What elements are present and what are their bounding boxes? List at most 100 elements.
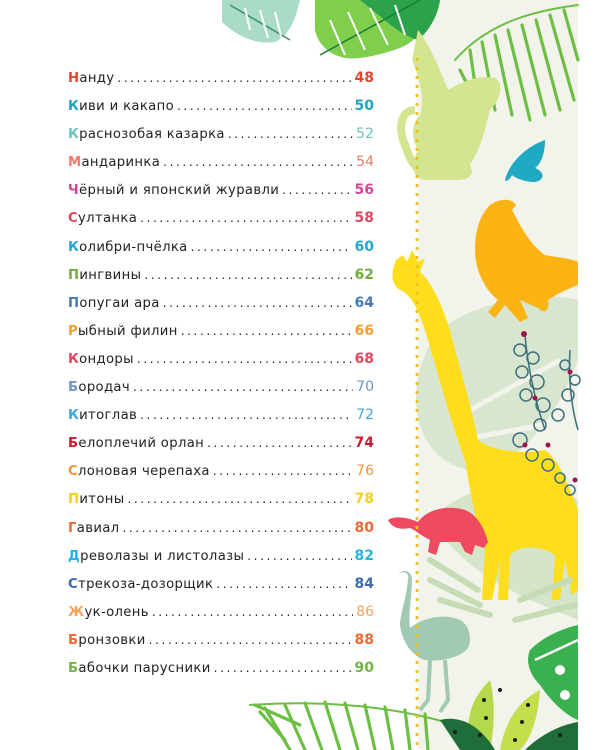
toc-leader-dots <box>216 577 351 591</box>
toc-entry-title: ёрный и японский журавли <box>79 183 280 199</box>
toc-page-number: 78 <box>354 491 374 508</box>
toc-entry-initial: Д <box>68 548 81 564</box>
toc-entry-initial: П <box>68 295 80 311</box>
toc-entry-title: иви и какапо <box>79 99 174 115</box>
toc-entry-initial: П <box>68 267 80 283</box>
toc-entry-initial: Р <box>68 323 79 339</box>
toc-entry-title: ронзовки <box>78 632 146 648</box>
toc-entry-title: трекоза-дозорщик <box>78 576 214 592</box>
toc-page-number: 74 <box>354 435 374 452</box>
toc-page-number: 72 <box>356 407 374 424</box>
toc-entry-initial: К <box>68 127 80 143</box>
toc-page-number: 48 <box>354 70 374 86</box>
toc-page-number: 60 <box>354 238 374 255</box>
toc-entry[interactable]: Жук-олень 86 <box>68 604 374 632</box>
toc-entry-title: раснозобая казарка <box>79 127 225 143</box>
toc-entry-initial: Б <box>68 436 79 452</box>
toc-page-number: 82 <box>354 547 374 564</box>
toc-entry-initial: С <box>68 576 79 592</box>
monstera-leaf-icon <box>222 0 440 59</box>
toc-page-number: 62 <box>354 266 374 283</box>
toc-page-number: 80 <box>354 519 374 536</box>
toc-entry-title: итоглав <box>79 408 138 424</box>
toc-page-number: 50 <box>354 98 374 115</box>
toc-page-number: 52 <box>356 126 374 143</box>
toc-leader-dots <box>128 492 352 506</box>
toc-entry-title: опугаи ара <box>79 295 160 311</box>
toc-page-number: 58 <box>354 210 374 227</box>
toc-page-number: 68 <box>354 350 374 367</box>
toc-leader-dots <box>163 155 353 169</box>
toc-entry-title: револазы и листолазы <box>80 548 245 564</box>
toc-entry-title: ултанка <box>78 211 138 227</box>
toc-leader-dots <box>137 352 352 366</box>
toc-leader-dots <box>191 240 352 254</box>
toc-leader-dots <box>282 183 351 197</box>
illustration-panel <box>418 0 578 750</box>
toc-leader-dots <box>163 296 352 310</box>
toc-leader-dots <box>117 71 351 85</box>
toc-entry-initial: Ч <box>68 183 80 199</box>
toc-entry-initial: С <box>68 211 79 227</box>
toc-entry-title: абочки парусники <box>78 660 211 676</box>
toc-leader-dots <box>181 324 352 338</box>
toc-entry-title: авиал <box>76 520 120 536</box>
toc-entry-initial: Н <box>68 71 80 86</box>
toc-entry-initial: Б <box>68 632 79 648</box>
toc-entry-initial: Ж <box>68 604 85 620</box>
toc-entry-initial: С <box>68 464 79 480</box>
toc-entry-title: елоплечий орлан <box>78 436 205 452</box>
toc-entry-initial: П <box>68 492 80 508</box>
toc-page-number: 64 <box>354 294 374 311</box>
toc-page-number: 86 <box>356 603 374 620</box>
toc-leader-dots <box>213 464 353 478</box>
toc-leader-dots <box>140 408 353 422</box>
toc-page-number: 70 <box>356 379 374 396</box>
toc-page-number: 90 <box>354 659 374 676</box>
toc-entry-initial: К <box>68 99 80 115</box>
toc-entry-title: андаринка <box>81 155 161 171</box>
toc-entry-title: ыбный филин <box>78 323 178 339</box>
toc-entry-initial: Г <box>68 520 77 536</box>
toc-entry-initial: Б <box>68 380 79 396</box>
toc-page-number: 76 <box>356 463 374 480</box>
toc-entry-title: ингвины <box>79 267 142 283</box>
toc-page-number: 56 <box>354 182 374 199</box>
toc-leader-dots <box>152 605 353 619</box>
toc-entry-title: ондоры <box>79 351 134 367</box>
toc-entry-initial: К <box>68 239 80 255</box>
toc-entry-title: анду <box>79 71 115 86</box>
toc-page-number: 54 <box>356 154 374 171</box>
toc-entry-title: итоны <box>79 492 125 508</box>
toc-page-number: 88 <box>354 631 374 648</box>
toc-page-number: 84 <box>354 575 374 592</box>
toc-entry-initial: К <box>68 351 80 367</box>
toc-leader-dots <box>177 99 352 113</box>
toc-leader-dots <box>207 436 351 450</box>
toc-leader-dots <box>144 268 351 282</box>
toc-leader-dots <box>122 521 351 535</box>
toc-page-number: 66 <box>354 322 374 339</box>
